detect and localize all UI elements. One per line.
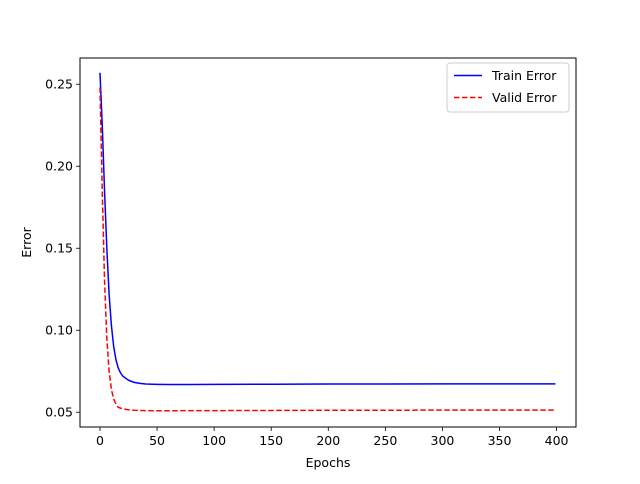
series-line-train-error bbox=[99, 72, 556, 386]
legend-label-valid-error: Valid Error bbox=[492, 90, 557, 105]
y-axis: 0.05 0.10 0.15 0.20 0.25 bbox=[45, 77, 80, 420]
x-axis-label: Epochs bbox=[306, 455, 351, 470]
x-tick-label: 350 bbox=[488, 433, 512, 448]
y-tick-label: 0.05 bbox=[45, 405, 73, 420]
x-tick-label: 50 bbox=[149, 433, 165, 448]
y-axis-label: Error bbox=[19, 226, 34, 257]
x-tick-label: 250 bbox=[373, 433, 397, 448]
x-tick-label: 200 bbox=[316, 433, 340, 448]
y-tick-label: 0.20 bbox=[45, 159, 73, 174]
legend: Train Error Valid Error bbox=[446, 62, 570, 113]
x-tick-label: 400 bbox=[545, 433, 569, 448]
x-tick-label: 0 bbox=[96, 433, 104, 448]
y-tick-label: 0.15 bbox=[45, 241, 73, 256]
x-axis: 0 50 100 150 200 250 300 350 400 bbox=[96, 427, 569, 448]
y-tick-label: 0.25 bbox=[45, 77, 73, 92]
y-tick-label: 0.10 bbox=[45, 323, 73, 338]
x-tick-label: 100 bbox=[202, 433, 226, 448]
x-tick-label: 300 bbox=[431, 433, 455, 448]
legend-label-train-error: Train Error bbox=[491, 68, 557, 83]
x-tick-label: 150 bbox=[259, 433, 283, 448]
series-layer bbox=[99, 72, 556, 412]
